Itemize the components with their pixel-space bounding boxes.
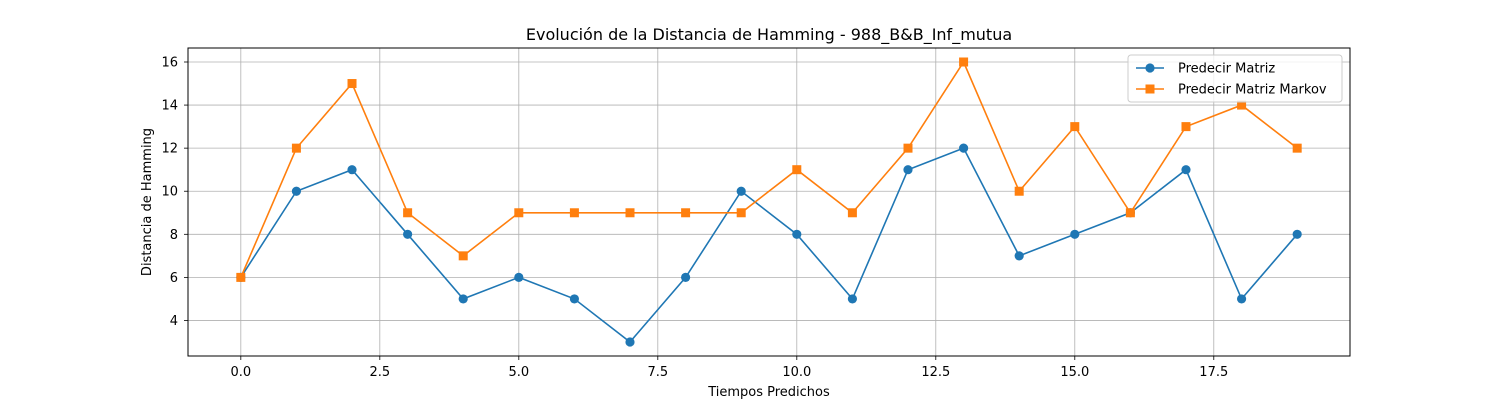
- series-1-point: [958, 143, 969, 153]
- series-2-point: [792, 165, 802, 175]
- series-2-point: [347, 79, 357, 89]
- series-2-point: [403, 208, 413, 218]
- series-1-point: [1292, 229, 1302, 239]
- y-tick-label: 16: [161, 56, 178, 71]
- y-tick-label: 14: [161, 99, 178, 114]
- series-layer: [236, 57, 1302, 347]
- plot-frame: [187, 47, 1351, 357]
- x-tick-label: 7.5: [647, 365, 668, 380]
- series-1-point: [847, 294, 857, 304]
- series-1-point: [1236, 294, 1247, 304]
- x-tick-label: 12.5: [921, 365, 950, 380]
- series-1-point: [903, 165, 913, 175]
- x-tick-label: 17.5: [1199, 365, 1228, 380]
- series-2-point: [514, 208, 524, 218]
- series-line-1: [240, 147, 1298, 344]
- legend: Predecir Matriz Predecir Matriz Markov: [1127, 54, 1343, 103]
- series-2-point: [903, 143, 913, 153]
- grid-lines: [188, 48, 1350, 356]
- series-1-point: [458, 294, 468, 304]
- series-1-point: [569, 294, 580, 304]
- y-tick-label: 8: [170, 228, 178, 243]
- y-axis-label: Distancia de Hamming: [140, 128, 155, 276]
- x-axis-label: Tiempos Predichos: [707, 385, 830, 400]
- series-1-point: [1181, 165, 1191, 175]
- axis-ticks: 0.0 2.5 5.0 7.5 10.0 12.5 15.0 17.5 4 6 8 10 12 14 16: [161, 56, 1228, 381]
- series-2-point: [1181, 122, 1191, 132]
- series-2-point: [1070, 122, 1080, 132]
- series-2-point: [736, 208, 746, 218]
- series-1-point: [792, 229, 802, 239]
- legend-label: Predecir Matriz: [1178, 62, 1275, 77]
- series-1-point: [1014, 251, 1024, 261]
- series-2-point: [1125, 208, 1135, 218]
- legend-swatch-marker: [1145, 84, 1155, 94]
- series-2-point: [291, 143, 301, 153]
- series-2-point: [959, 57, 969, 67]
- x-tick-label: 5.0: [508, 365, 529, 380]
- series-1-point: [347, 165, 357, 175]
- series-2-point: [1237, 100, 1247, 110]
- series-2-point: [569, 208, 579, 218]
- x-tick-label: 15.0: [1060, 365, 1089, 380]
- series-2-point: [1014, 186, 1024, 196]
- x-tick-label: 10.0: [782, 365, 811, 380]
- x-tick-label: 0.0: [230, 365, 251, 380]
- series-1-point: [736, 186, 746, 196]
- y-tick-label: 4: [170, 314, 178, 329]
- x-tick-label: 2.5: [369, 365, 390, 380]
- series-line-2: [240, 60, 1298, 278]
- series-1-point: [291, 186, 302, 196]
- legend-box: [1127, 54, 1343, 103]
- series-2-point: [458, 251, 468, 261]
- series-1-point: [514, 272, 524, 282]
- legend-label: Predecir Matriz Markov: [1178, 83, 1327, 98]
- series-2-point: [236, 272, 246, 282]
- series-2-point: [1292, 143, 1302, 153]
- y-tick-label: 10: [161, 185, 178, 200]
- y-tick-label: 12: [161, 142, 178, 157]
- series-1-point: [625, 337, 635, 347]
- y-tick-label: 6: [170, 271, 178, 286]
- series-2-point: [681, 208, 691, 218]
- legend-swatch-marker: [1145, 63, 1155, 73]
- series-1-point: [403, 229, 413, 239]
- series-2-point: [847, 208, 857, 218]
- series-1-point: [681, 272, 691, 282]
- chart-title: Evolución de la Distancia de Hamming - 9…: [526, 25, 1012, 45]
- series-2-point: [625, 208, 635, 218]
- series-1-point: [1070, 229, 1080, 239]
